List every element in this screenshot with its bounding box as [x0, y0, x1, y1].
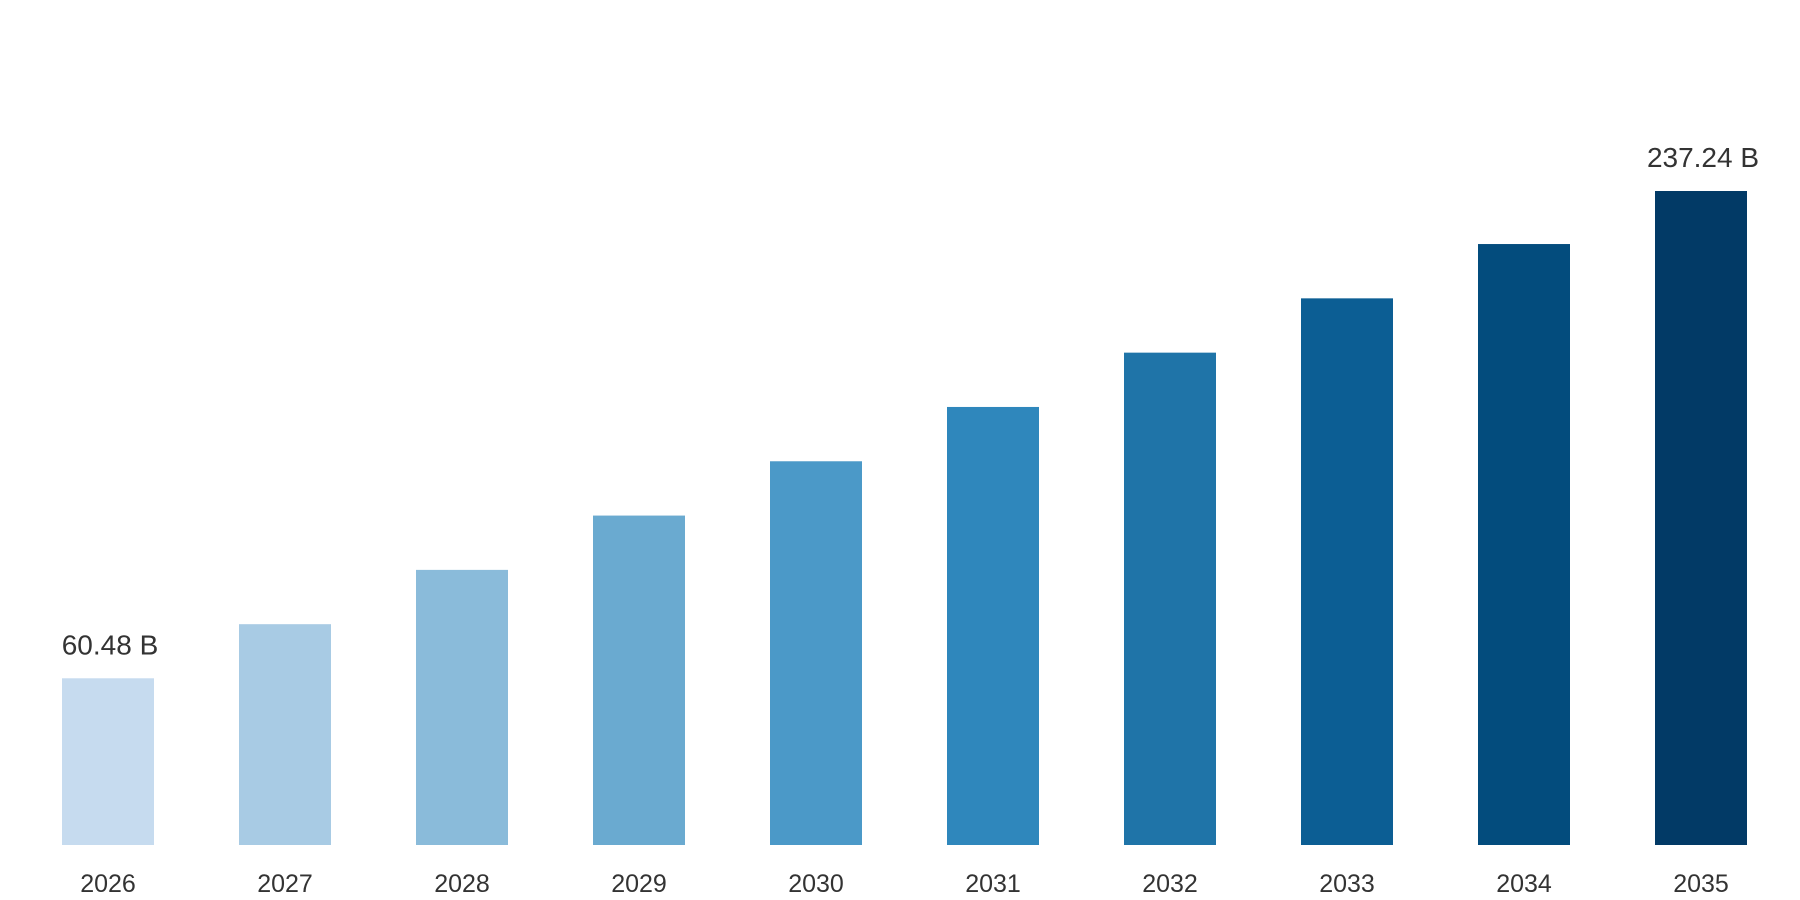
bar-2030: [770, 461, 862, 845]
bar-2033: [1301, 298, 1393, 846]
bars-group: [62, 191, 1747, 846]
bar-2034: [1478, 244, 1570, 845]
data-label-2035: 237.24 B: [1647, 142, 1759, 173]
data-labels-group: 60.48 B 237.24 B: [62, 142, 1759, 660]
bar-2026: [62, 678, 154, 845]
bar-2032: [1124, 352, 1216, 845]
x-tick-label-2030: 2030: [788, 870, 844, 898]
bar-2027: [239, 624, 331, 845]
x-tick-label-2027: 2027: [257, 870, 313, 898]
x-tick-label-2035: 2035: [1673, 870, 1729, 898]
bar-2028: [416, 569, 508, 845]
x-tick-label-2028: 2028: [434, 870, 490, 898]
bar-2031: [947, 406, 1039, 845]
x-tick-label-2029: 2029: [611, 870, 667, 898]
bar-2029: [593, 515, 685, 845]
x-tick-label-2034: 2034: [1496, 870, 1552, 898]
data-label-2026: 60.48 B: [62, 629, 159, 660]
x-tick-label-2033: 2033: [1319, 870, 1375, 898]
x-tick-label-2031: 2031: [965, 870, 1021, 898]
bar-2035: [1655, 191, 1747, 845]
x-tick-label-2026: 2026: [80, 870, 136, 898]
x-axis-tick-labels: 2026 2027 2028 2029 2030 2031 2032 2033 2034 2035: [80, 870, 1729, 898]
x-tick-label-2032: 2032: [1142, 870, 1198, 898]
